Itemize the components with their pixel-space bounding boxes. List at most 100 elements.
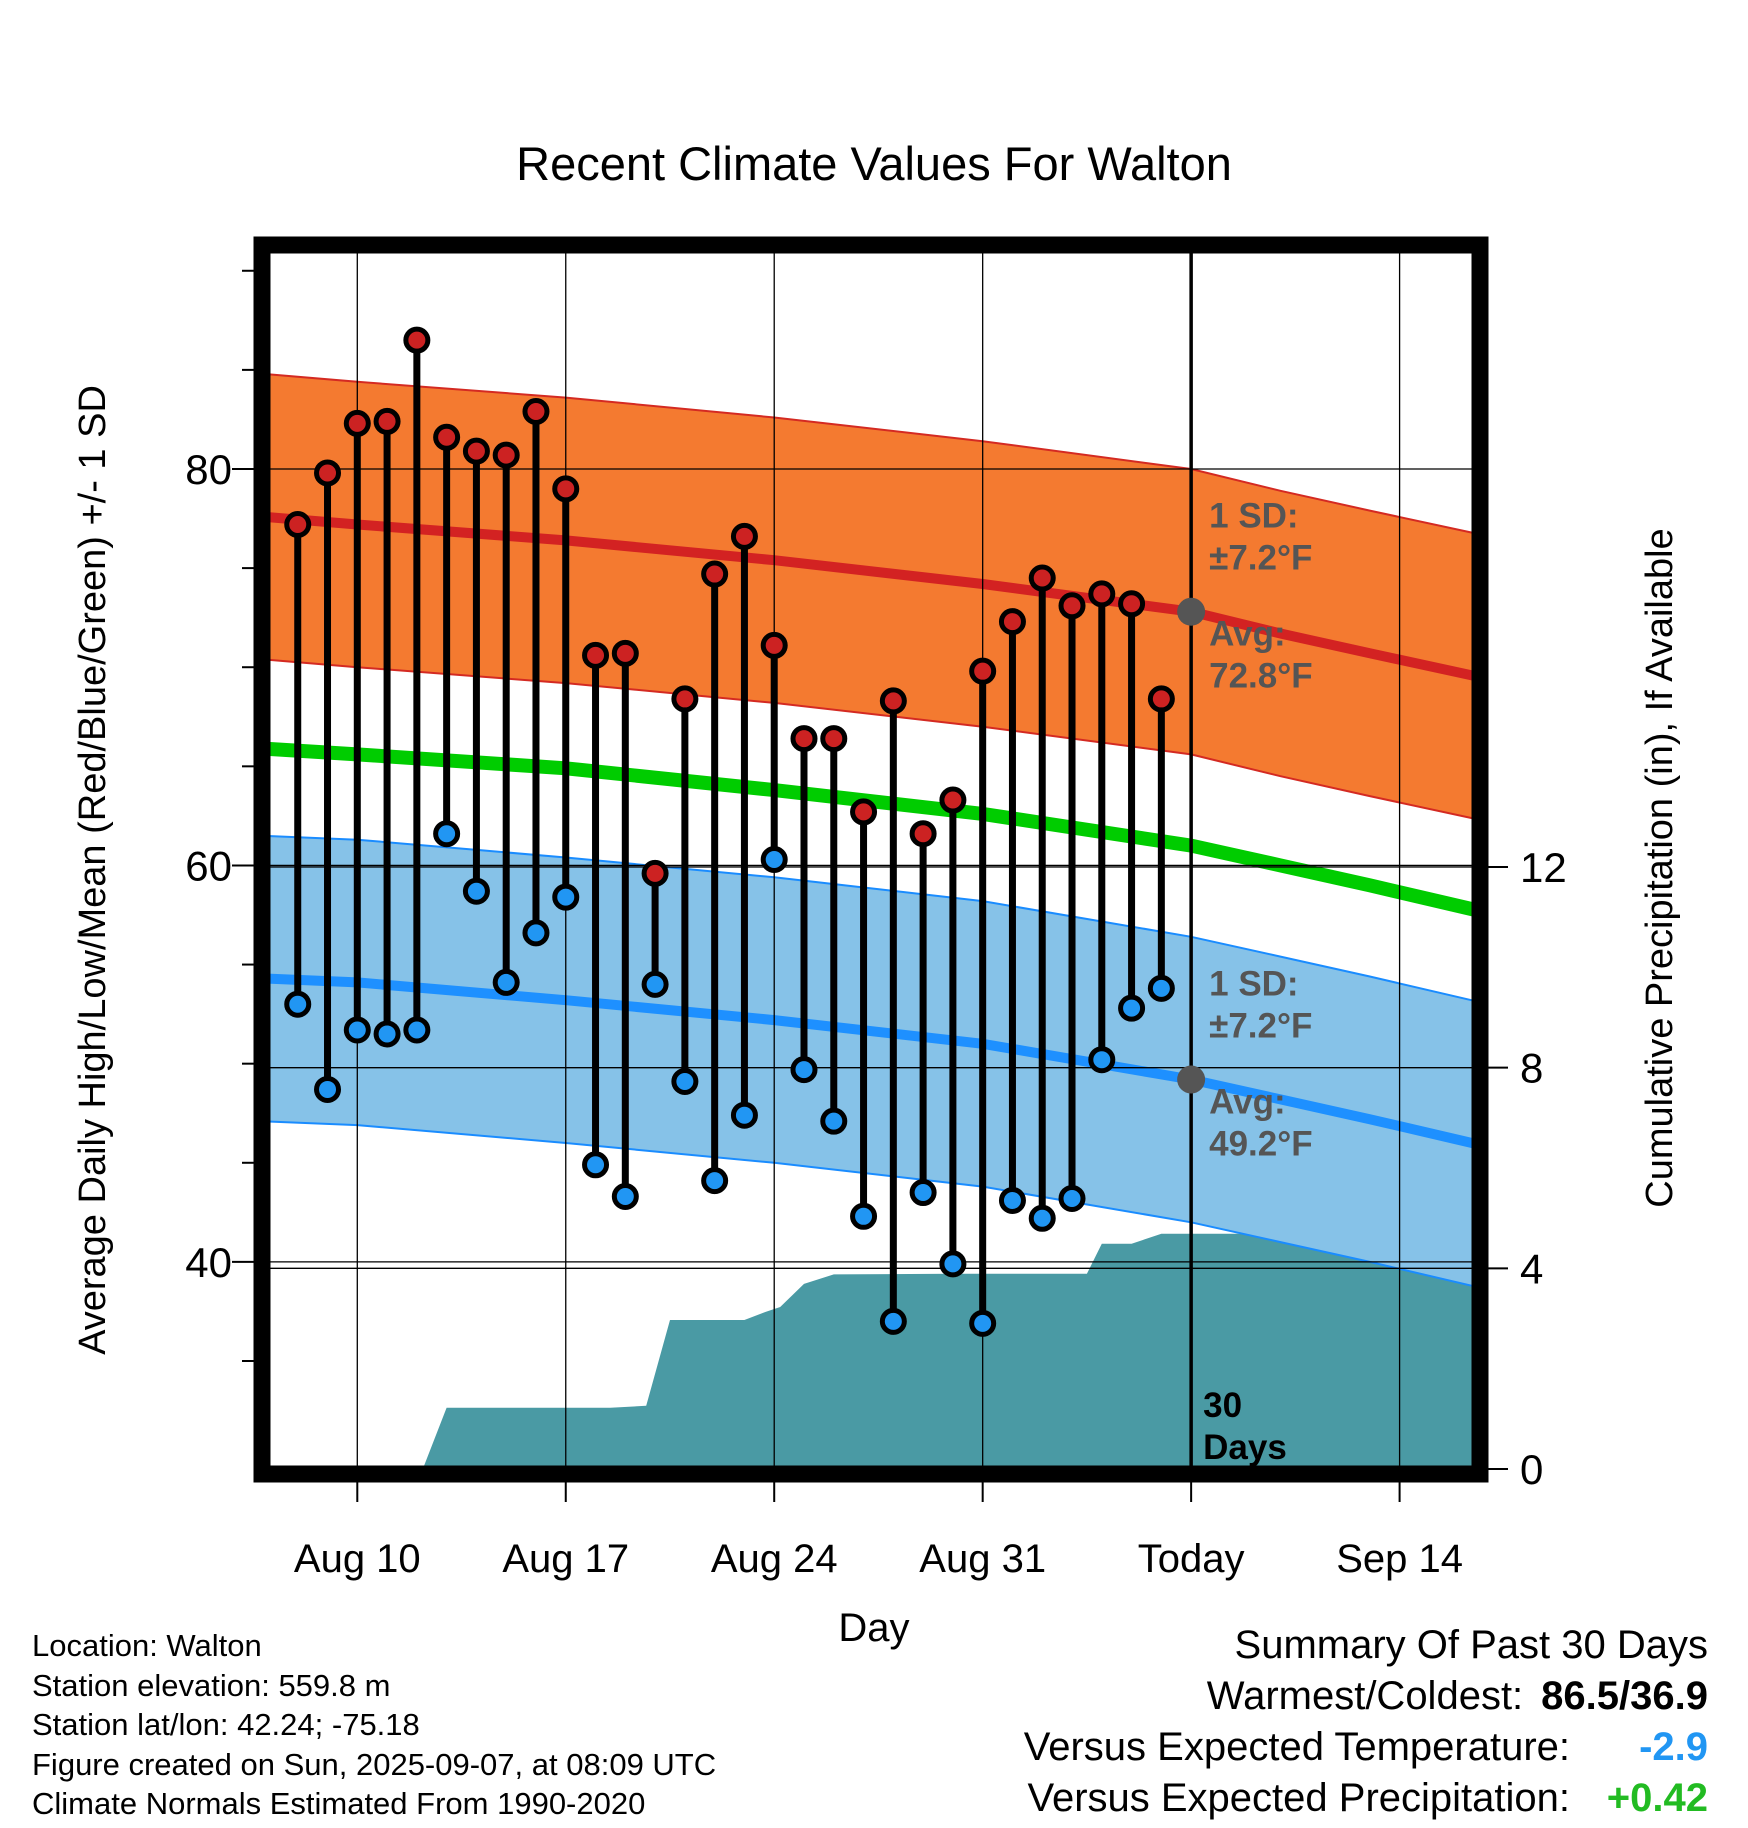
- y-axis-label: Average Daily High/Low/Mean (Red/Blue/Gr…: [72, 385, 114, 1355]
- observed-high-point: [1118, 590, 1146, 618]
- elevation-text: Station elevation: 559.8 m: [32, 1667, 391, 1703]
- y-tick-label: 40: [185, 1239, 232, 1286]
- y2-tick-label: 8: [1520, 1045, 1543, 1092]
- observed-low-point: [879, 1307, 907, 1335]
- y2-tick-label: 12: [1520, 844, 1567, 891]
- observed-low-point: [909, 1179, 937, 1207]
- x-tick-label: Aug 17: [502, 1537, 629, 1581]
- today-high-avg-marker: [1177, 597, 1206, 626]
- observed-high-point: [998, 608, 1026, 636]
- observed-high-point: [522, 398, 550, 426]
- observed-high-point: [492, 441, 520, 469]
- observed-low-point: [522, 919, 550, 947]
- observed-low-point: [433, 820, 461, 848]
- low-sd-band: [262, 835, 1480, 1288]
- precip-delta-value: +0.42: [1606, 1776, 1708, 1820]
- observed-high-point: [969, 657, 997, 685]
- observed-high-point: [314, 459, 342, 487]
- observed-high-point: [820, 725, 848, 753]
- normals-text: Climate Normals Estimated From 1990-2020: [32, 1786, 646, 1821]
- observed-low-point: [730, 1101, 758, 1129]
- created-text: Figure created on Sun, 2025-09-07, at 08…: [32, 1746, 717, 1782]
- today-low-avg-marker: [1177, 1065, 1206, 1094]
- observed-high-point: [1147, 685, 1175, 713]
- observed-high-point: [582, 641, 610, 669]
- observed-low-point: [343, 1016, 371, 1044]
- observed-high-point: [1028, 564, 1056, 592]
- precip-delta-row: Versus Expected Precipitation: +0.42: [1024, 1773, 1708, 1824]
- observed-high-point: [343, 409, 371, 437]
- high-avg-label: Avg:: [1209, 615, 1285, 654]
- temp-delta-value: -2.9: [1639, 1725, 1708, 1769]
- observed-low-point: [492, 968, 520, 996]
- x-tick-label: Sep 14: [1336, 1537, 1463, 1581]
- x-tick-label: Aug 10: [294, 1537, 421, 1581]
- observed-low-point: [760, 846, 788, 873]
- observed-high-point: [939, 786, 967, 814]
- observed-high-point: [701, 560, 729, 588]
- observed-low-point: [939, 1250, 967, 1278]
- observed-high-point: [641, 859, 669, 887]
- low-avg-value: 49.2°F: [1209, 1125, 1313, 1164]
- summary-panel: Summary Of Past 30 Days Warmest/Coldest:…: [1024, 1620, 1708, 1824]
- observed-low-point: [1058, 1184, 1086, 1212]
- x-tick-label: Today: [1138, 1537, 1245, 1581]
- observed-high-point: [433, 423, 461, 451]
- observed-low-point: [1147, 974, 1175, 1002]
- x-axis-label: Day: [838, 1606, 909, 1650]
- low-avg-label: Avg:: [1209, 1083, 1285, 1122]
- observed-high-point: [730, 522, 758, 550]
- observed-high-point: [760, 631, 788, 659]
- low-sd-value: ±7.2°F: [1209, 1007, 1312, 1046]
- observed-low-point: [701, 1167, 729, 1195]
- observed-low-point: [582, 1151, 610, 1179]
- observed-high-point: [552, 475, 580, 503]
- observed-high-point: [403, 326, 431, 354]
- y-tick-label: 80: [185, 446, 232, 493]
- warm-cold-label: Warmest/Coldest:: [1206, 1674, 1524, 1718]
- y2-tick-label: 0: [1520, 1446, 1543, 1493]
- high-sd-value: ±7.2°F: [1209, 539, 1312, 578]
- y2-axis-label: Cumulative Precipitation (in), If Availa…: [1639, 528, 1681, 1207]
- observed-high-point: [1058, 592, 1086, 620]
- x-tick-label: Aug 31: [919, 1537, 1046, 1581]
- x-tick-label: Aug 24: [711, 1537, 838, 1581]
- observed-high-point: [284, 510, 312, 538]
- observed-low-point: [850, 1202, 878, 1230]
- observed-low-point: [998, 1186, 1026, 1214]
- temp-delta-row: Versus Expected Temperature: -2.9: [1024, 1722, 1708, 1773]
- high-sd-label: 1 SD:: [1209, 497, 1298, 536]
- observed-high-point: [1088, 580, 1116, 608]
- station-info: Location: Walton Station elevation: 559.…: [32, 1626, 716, 1824]
- observed-low-point: [284, 990, 312, 1018]
- days-count-number: 30: [1203, 1386, 1242, 1425]
- observed-low-point: [403, 1016, 431, 1044]
- location-text: Location: Walton: [32, 1628, 262, 1663]
- observed-high-point: [879, 687, 907, 715]
- observed-low-point: [552, 883, 580, 911]
- days-count-word: Days: [1203, 1428, 1287, 1467]
- latlon-text: Station lat/lon: 42.24; -75.18: [32, 1707, 420, 1742]
- observed-low-point: [1088, 1046, 1116, 1074]
- observed-low-point: [1028, 1204, 1056, 1232]
- observed-low-point: [641, 970, 669, 998]
- warm-cold-value: 86.5/36.9: [1541, 1674, 1708, 1718]
- plot-frame: [253, 236, 1489, 1483]
- observed-low-point: [314, 1075, 342, 1103]
- precipitation-area: [297, 1233, 1481, 1474]
- observed-high-point: [611, 639, 639, 667]
- observed-low-point: [373, 1020, 401, 1048]
- y-tick-label: 60: [185, 842, 232, 889]
- observed-high-point: [373, 407, 401, 435]
- observed-high-point: [671, 685, 699, 713]
- observed-low-point: [1118, 994, 1146, 1022]
- chart-title: Recent Climate Values For Walton: [516, 137, 1232, 190]
- y2-tick-label: 4: [1520, 1245, 1543, 1292]
- observed-low-point: [462, 877, 490, 905]
- observed-low-point: [820, 1107, 848, 1135]
- observed-high-point: [909, 820, 937, 848]
- observed-low-point: [611, 1182, 639, 1210]
- high-avg-value: 72.8°F: [1209, 657, 1313, 696]
